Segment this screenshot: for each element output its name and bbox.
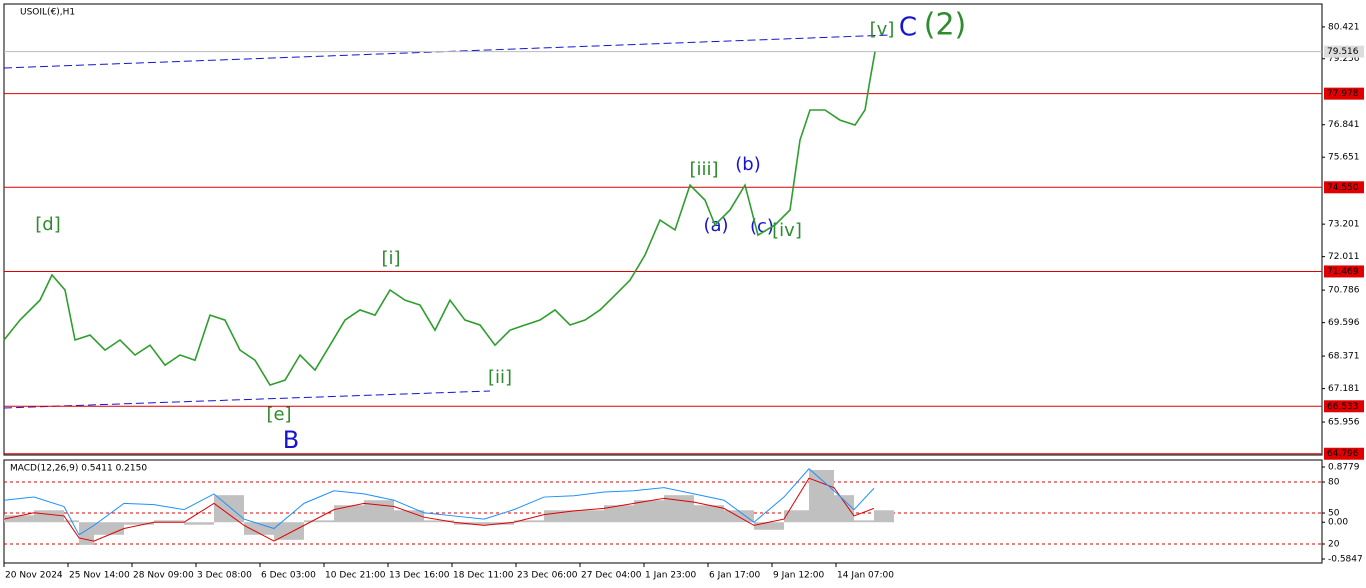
histogram-bar [424,520,454,523]
histogram-bar [34,510,64,523]
level-tag [1324,181,1364,194]
y-tick-label: 76.841 [1328,120,1360,130]
histogram-bar [834,495,854,523]
histogram-bar [754,522,784,530]
wave-label: [v] [870,19,895,40]
price-label: 79.516 [1327,47,1359,57]
x-tick-label: 28 Nov 09:00 [133,571,194,581]
y-tick-label: 0.00 [1328,518,1348,528]
wave-label: (c) [750,216,774,237]
wave-label: [iv] [772,220,802,241]
level-tag [1324,400,1364,413]
x-tick-label: 6 Dec 03:00 [261,571,316,581]
y-tick-label: 80 [1328,478,1340,488]
series-line [3,477,875,542]
x-tick-label: 14 Jan 07:00 [837,571,894,581]
indicator-title: MACD(12,26,9) 0.5411 0.2150 [10,464,147,474]
level-label: 71.469 [1327,267,1359,277]
histogram-bar [124,522,154,525]
wave-label: [ii] [488,367,512,388]
histogram-bar [574,510,604,523]
x-tick-label: 23 Dec 06:00 [517,571,578,581]
y-tick-label: 80.421 [1328,22,1360,32]
y-tick-label: 72.011 [1328,252,1360,262]
histogram-bar [274,522,304,540]
price-tag [1324,45,1364,58]
series-line [3,51,876,387]
x-tick-label: 20 Nov 2024 [5,571,63,581]
histogram-bar [304,520,334,523]
histogram-bar [694,505,724,523]
x-tick-label: 18 Dec 11:00 [453,571,514,581]
y-tick-label: 70.786 [1328,286,1360,296]
x-tick-label: 27 Dec 04:00 [581,571,642,581]
histogram-bar [664,495,694,523]
x-tick-label: 9 Jan 12:00 [773,571,825,581]
histogram-bar [4,515,34,523]
trendline [3,34,891,69]
histogram-bar [214,495,244,523]
x-tick-label: 13 Dec 16:00 [389,571,450,581]
level-tag [1324,447,1364,460]
histogram-bar [784,510,809,523]
x-tick-label: 1 Jan 23:00 [645,571,697,581]
histogram-bar [244,522,274,535]
y-tick-label: 65.956 [1328,418,1360,428]
wave-label: [e] [266,404,291,425]
x-tick-label: 10 Dec 21:00 [325,571,386,581]
wave-label: (a) [703,215,728,236]
y-tick-label: 69.596 [1328,318,1360,328]
level-tag [1324,265,1364,278]
wave-label: C [899,13,917,43]
level-tag [1324,87,1364,100]
histogram-bar [514,520,544,523]
wave-label: [iii] [689,159,718,180]
x-tick-label: 25 Nov 14:00 [69,571,130,581]
level-label: 77.978 [1327,89,1359,99]
wave-label: (2) [924,8,967,43]
y-tick-label: -0.5847 [1328,555,1363,565]
y-tick-label: 20 [1328,539,1340,549]
wave-label: B [283,426,299,454]
histogram-bar [394,510,424,523]
x-tick-label: 6 Jan 17:00 [709,571,761,581]
wave-label: [d] [35,214,60,235]
level-label: 64.796 [1327,449,1359,459]
wave-label: [i] [381,248,400,269]
macd-frame [3,459,1323,564]
series-line [3,468,875,536]
y-tick-label: 50 [1328,509,1340,519]
level-label: 74.550 [1327,183,1359,193]
price-frame [3,3,1323,456]
chart-title: USOIL(€),H1 [20,8,75,18]
histogram-bar [809,470,834,523]
histogram-bar [724,510,754,523]
histogram-bar [604,505,634,523]
histogram-bar [184,522,214,525]
y-tick-label: 0.8779 [1328,462,1360,472]
histogram-bar [874,510,894,523]
histogram-bar [334,505,364,523]
histogram-bar [154,520,184,523]
y-tick-label: 68.371 [1328,352,1360,362]
level-label: 66.533 [1327,402,1359,412]
histogram-bar [634,500,664,523]
histogram-bar [544,510,574,523]
y-tick-label: 75.651 [1328,153,1360,163]
y-tick-label: 79.256 [1328,54,1360,64]
histogram-bar [854,520,874,523]
trendline [3,390,491,409]
y-tick-label: 73.201 [1328,220,1360,230]
histogram-bar [94,522,124,535]
y-tick-label: 67.181 [1328,384,1360,394]
x-tick-label: 3 Dec 08:00 [197,571,252,581]
wave-label: (b) [735,154,760,175]
